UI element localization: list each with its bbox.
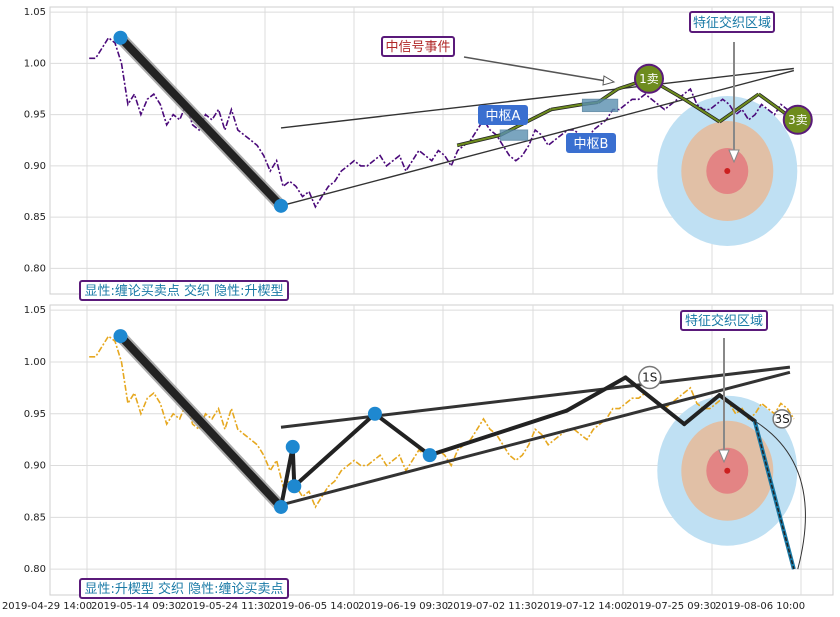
zigzag-segment	[717, 393, 757, 423]
annotation-feature-zone-bottom: 特征交织区域	[685, 313, 763, 329]
legend-label-top: 显性:缠论买卖点 交织 隐性:升楔型	[84, 283, 283, 299]
x-tick-label: 2019-08-06 10:00	[715, 601, 805, 612]
central-pivot-box	[581, 98, 619, 113]
panel-bottom-y-ticks: 1.05 1.00 0.95 0.90 0.85 0.80	[24, 305, 46, 575]
zigzag-segment	[682, 393, 722, 427]
legend-box-top	[79, 280, 289, 301]
zigzag-segment	[372, 411, 432, 458]
legend-box-bottom	[79, 578, 289, 599]
annotation-zhongshu-b: 中枢B	[574, 137, 609, 152]
pivot-node	[367, 406, 382, 421]
annotation-feature-zone-top: 特征交织区域	[693, 15, 771, 31]
x-tick-label: 2019-06-05 14:00	[269, 601, 359, 612]
x-tick-label: 2019-07-25 09:30	[626, 601, 716, 612]
pivot-node	[287, 479, 302, 494]
y-tick-label: 0.85	[24, 212, 46, 223]
zone-center-dot	[724, 168, 731, 174]
trend-line	[280, 67, 794, 129]
signal-1s-label: 1S	[642, 371, 657, 385]
annotation-box-zhongshu-a	[478, 105, 528, 125]
zigzag-segment	[623, 375, 687, 427]
zigzag-segment	[564, 375, 628, 413]
signal-1s-marker	[638, 365, 662, 390]
y-tick-label: 1.00	[24, 58, 46, 69]
annotation-zhong-signal: 中信号事件	[385, 40, 450, 55]
x-tick-label: 2019-05-24 11:30	[180, 601, 270, 612]
panel-bottom-content: 1S 3S	[89, 329, 806, 570]
x-tick-label: 2019-07-02 11:30	[447, 601, 537, 612]
stroke-segment	[550, 103, 583, 111]
signal-3s-label: 3S	[774, 412, 789, 426]
annotation-box-feature-zone-bottom	[680, 310, 768, 331]
sell-3-marker	[782, 104, 813, 135]
zone-center-dot	[724, 467, 731, 474]
arrow-head-feature-zone-bottom	[718, 449, 730, 464]
zigzag-segment	[116, 33, 285, 210]
y-tick-label: 0.90	[24, 161, 46, 172]
y-tick-label: 1.00	[24, 357, 46, 368]
price-series-line	[89, 36, 795, 209]
annotation-box-feature-zone-top	[689, 11, 775, 33]
panel-top: 1.05 1.00 0.95 0.90 0.85 0.80 1卖 3卖 中信号事件 特征交织…	[24, 6, 834, 301]
zigzag-segment	[292, 411, 377, 489]
y-tick-label: 0.80	[24, 564, 46, 575]
annotation-box-zhong-signal	[381, 36, 455, 57]
zigzag-segment	[278, 444, 295, 509]
panel-top-y-ticks: 1.05 1.00 0.95 0.90 0.85 0.80	[24, 7, 46, 274]
zigzag-segment	[116, 332, 285, 511]
drop-curve	[754, 420, 806, 570]
stroke-segment	[683, 98, 721, 123]
x-tick-label: 2019-07-12 14:00	[537, 601, 627, 612]
panel-top-content: 1卖 3卖	[89, 30, 813, 246]
central-pivot-box	[499, 129, 529, 141]
legend-label-bottom: 显性:升楔型 交织 隐性:缠论买卖点	[84, 581, 283, 597]
y-tick-label: 1.05	[24, 7, 46, 18]
trend-line	[280, 69, 795, 207]
sell-3-label: 3卖	[788, 113, 808, 127]
pivot-node	[113, 329, 128, 344]
pivot-node	[422, 448, 437, 463]
trend-line	[280, 370, 791, 507]
x-tick-label: 2019-06-19 09:30	[358, 601, 448, 612]
y-tick-label: 0.90	[24, 461, 46, 472]
sell-1-marker	[633, 63, 664, 94]
y-tick-label: 0.95	[24, 110, 46, 121]
arrow-zhong-signal	[463, 56, 613, 83]
pivot-node	[273, 499, 288, 514]
stroke-segment	[718, 93, 760, 123]
stroke-segment	[456, 134, 501, 147]
y-tick-label: 1.05	[24, 305, 46, 316]
x-tick-label: 2019-05-14 09:30	[91, 601, 181, 612]
annotation-box-zhongshu-b	[566, 133, 616, 153]
drop-line	[753, 420, 795, 570]
trend-line	[280, 365, 791, 429]
signal-3s-marker	[772, 409, 792, 429]
arrow-head-zhong-signal	[602, 75, 616, 86]
arrow-head-feature-zone-top	[728, 149, 740, 164]
pivot-node	[285, 439, 300, 454]
annotation-zhongshu-a: 中枢A	[486, 109, 521, 124]
pivot-node	[113, 30, 128, 45]
price-series-line	[89, 334, 795, 509]
zigzag-segment	[427, 408, 569, 458]
y-tick-label: 0.95	[24, 409, 46, 420]
panel-bottom: 1.05 1.00 0.95 0.90 0.85 0.80 1S 3S 特征交织区域 显性:…	[24, 304, 834, 599]
pivot-node	[273, 198, 288, 213]
x-tick-label: 2019-04-29 14:00	[2, 601, 92, 612]
y-tick-label: 0.80	[24, 263, 46, 274]
sell-1-label: 1卖	[639, 72, 659, 86]
y-tick-label: 0.85	[24, 512, 46, 523]
